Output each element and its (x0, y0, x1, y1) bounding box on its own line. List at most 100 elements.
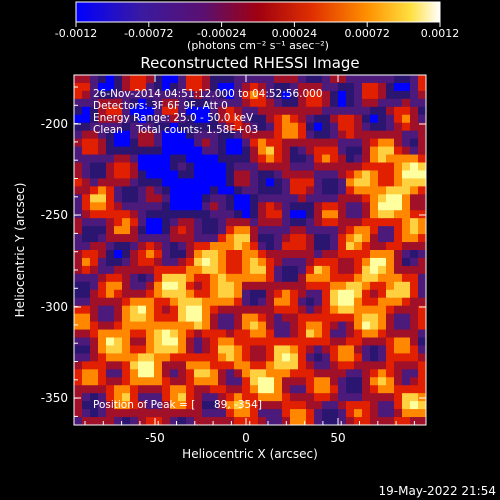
heatmap-cell (274, 170, 283, 179)
heatmap-cell (370, 353, 379, 362)
heatmap-cell (234, 114, 243, 124)
heatmap-cell (130, 305, 139, 315)
heatmap-cell (202, 178, 211, 187)
heatmap-cell (378, 75, 387, 84)
heatmap-cell (418, 353, 427, 362)
heatmap-cell (106, 257, 115, 267)
heatmap-cell (242, 210, 251, 219)
heatmap-cell (314, 321, 323, 330)
heatmap-cell (122, 170, 131, 179)
heatmap-cell (410, 122, 419, 132)
heatmap-cell (370, 393, 379, 402)
heatmap-cell (202, 122, 211, 132)
heatmap-cell (242, 226, 251, 235)
heatmap-cell (274, 377, 283, 386)
heatmap-cell (410, 321, 419, 330)
heatmap-cell (378, 345, 387, 354)
heatmap-cell (290, 186, 299, 195)
heatmap-cell (298, 82, 307, 92)
heatmap-cell (354, 305, 363, 315)
heatmap-cell (170, 273, 179, 283)
heatmap-cell (410, 401, 419, 410)
heatmap-cell (354, 210, 363, 219)
heatmap-cell (178, 385, 187, 394)
heatmap-cell (106, 385, 115, 394)
heatmap-cell (354, 417, 363, 426)
heatmap-cell (122, 409, 131, 418)
heatmap-cell (146, 265, 155, 275)
heatmap-cell (130, 194, 139, 203)
heatmap-cell (242, 218, 251, 227)
heatmap-cell (98, 401, 107, 410)
heatmap-cell (122, 226, 131, 235)
heatmap-cell (226, 186, 235, 195)
heatmap-cell (410, 377, 419, 386)
heatmap-cell (90, 210, 99, 219)
heatmap-cell (90, 178, 99, 187)
heatmap-cell (410, 265, 419, 275)
heatmap-cell (378, 90, 387, 100)
heatmap-cell (282, 369, 291, 378)
heatmap-cell (282, 106, 291, 116)
heatmap-cell (314, 377, 323, 386)
heatmap-cell (338, 202, 347, 211)
heatmap-cell (250, 337, 259, 346)
heatmap-cell (386, 265, 395, 275)
heatmap-cell (322, 122, 331, 132)
heatmap-cell (106, 273, 115, 283)
heatmap-cell (194, 393, 203, 402)
heatmap-cell (378, 242, 387, 251)
colorbar: -0.0012 -0.00072 -0.00024 0.00024 0.00072 0.0… (55, 1, 459, 52)
heatmap-cell (386, 138, 395, 147)
heatmap-cell (210, 162, 219, 171)
heatmap-cell (90, 313, 99, 322)
heatmap-cell (194, 281, 203, 291)
heatmap-cell (346, 178, 355, 187)
heatmap-cell (194, 401, 203, 410)
heatmap-cell (178, 281, 187, 291)
heatmap-cell (314, 353, 323, 362)
heatmap-cell (138, 202, 147, 211)
heatmap-cell (322, 297, 331, 307)
heatmap-cell (186, 393, 195, 402)
heatmap-cell (114, 194, 123, 203)
heatmap-cell (90, 98, 99, 108)
heatmap-cell (346, 234, 355, 243)
heatmap-cell (146, 313, 155, 322)
heatmap-cell (266, 98, 275, 108)
heatmap-cell (146, 170, 155, 179)
heatmap-cell (170, 138, 179, 147)
heatmap-cell (266, 106, 275, 116)
heatmap-cell (234, 210, 243, 219)
heatmap-cell (98, 345, 107, 354)
heatmap-cell (202, 82, 211, 92)
heatmap-cell (234, 250, 243, 259)
heatmap-cell (146, 393, 155, 402)
heatmap-cell (418, 90, 427, 100)
heatmap-cell (362, 90, 371, 100)
heatmap-cell (138, 130, 147, 140)
heatmap-cell (370, 297, 379, 307)
heatmap-cell (170, 82, 179, 92)
heatmap-cell (298, 345, 307, 354)
heatmap-cell (314, 202, 323, 211)
heatmap-cell (394, 393, 403, 402)
heatmap-cell (162, 226, 171, 235)
heatmap-cell (74, 106, 83, 116)
heatmap-cell (234, 305, 243, 315)
heatmap-cell (74, 242, 83, 251)
heatmap-cell (178, 369, 187, 378)
heatmap-cell (186, 106, 195, 116)
heatmap-cell (386, 122, 395, 132)
heatmap-cell (402, 82, 411, 92)
heatmap-cell (234, 265, 243, 275)
heatmap-cell (378, 178, 387, 187)
heatmap-cell (314, 162, 323, 171)
heatmap-cell (370, 82, 379, 92)
heatmap-cell (170, 337, 179, 346)
heatmap-cell (154, 361, 163, 370)
heatmap-cell (418, 417, 427, 426)
heatmap-cell (290, 194, 299, 203)
heatmap-cell (178, 154, 187, 163)
heatmap-cell (210, 321, 219, 330)
